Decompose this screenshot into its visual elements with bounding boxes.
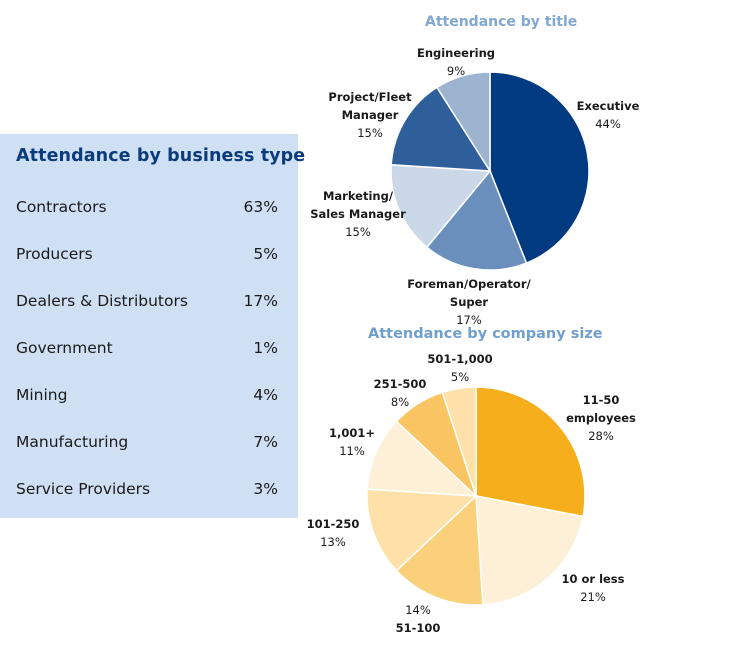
title-pie-label: Engineering 9% [417, 46, 495, 78]
size-pie-slice-name: 10 or less [561, 572, 624, 586]
title-pie-slice-pct: 15% [345, 225, 371, 239]
business-type-row: Mining 4% [16, 386, 278, 410]
title-pie-label: Executive 44% [577, 99, 640, 131]
title-pie-slice [435, 71, 491, 174]
business-type-name: Mining [16, 386, 68, 404]
title-pie-slice-name: Executive [577, 99, 640, 113]
size-pie-slice-pct: 14% [405, 603, 431, 617]
size-pie-label: 101-250 13% [307, 517, 360, 549]
business-type-name: Manufacturing [16, 433, 129, 451]
title-pie-label: Project/Fleet Manager 15% [328, 90, 412, 140]
title-pie-label: Marketing/Sales Manager 15% [310, 189, 406, 239]
size-pie-slice-pct: 28% [588, 429, 614, 443]
title-pie-slice-name: Manager [342, 108, 399, 122]
size-pie-slice-name: 51-100 [396, 621, 441, 635]
title-pie-slice [390, 163, 492, 249]
size-pie-slice [395, 494, 484, 606]
title-pie-slice-pct: 17% [456, 313, 482, 327]
business-type-row: Service Providers 3% [16, 480, 278, 504]
title-pie-slice [489, 71, 590, 265]
size-pie-slice-name: 501-1,000 [427, 352, 492, 366]
title-chart-title: Attendance by title [425, 14, 578, 30]
title-pie-slice-name: Sales Manager [310, 207, 406, 221]
title-pie-slice-name: Marketing/ [323, 189, 394, 203]
title-pie-slice-name: Foreman/Operator/ [407, 277, 531, 291]
size-pie-slice-name: 11-50 [583, 393, 620, 407]
title-pie-slice-pct: 44% [595, 117, 621, 131]
size-pie-slice-pct: 11% [339, 444, 365, 458]
size-pie-label: 1,001+ 11% [329, 426, 375, 458]
business-type-pct: 7% [253, 433, 278, 451]
title-pie-label: Foreman/Operator/Super 17% [407, 277, 531, 327]
business-type-pct: 1% [253, 339, 278, 357]
title-pie-slice-pct: 15% [357, 126, 383, 140]
business-type-pct: 63% [243, 198, 278, 216]
size-pie-label: 10 or less 21% [561, 572, 624, 604]
business-type-pct: 3% [253, 480, 278, 498]
size-pie-slice-pct: 8% [391, 395, 409, 409]
size-pie-label: 11-50 employees 28% [566, 393, 636, 443]
business-type-pct: 5% [253, 245, 278, 263]
business-type-name: Service Providers [16, 480, 151, 498]
business-type-name: Dealers & Distributors [16, 292, 188, 310]
size-pie-slice-name: employees [566, 411, 636, 425]
size-pie-slice [475, 386, 586, 518]
size-pie-slice-pct: 21% [580, 590, 606, 604]
business-type-panel: Attendance by business type Contractors 6… [0, 134, 305, 518]
size-pie-slice [366, 420, 479, 497]
business-type-row: Contractors 63% [16, 198, 278, 222]
size-pie-slice [366, 488, 478, 572]
size-pie-label: 501-1,000 5% [427, 352, 492, 384]
title-pie-slice-name: Super [450, 295, 489, 309]
size-pie-slice [475, 495, 584, 606]
title-pie-slice [390, 86, 492, 172]
title-pie-slice-name: Engineering [417, 46, 495, 60]
title-pie-slice [425, 169, 528, 271]
size-pie-slice-name: 101-250 [307, 517, 360, 531]
business-type-pct: 17% [243, 292, 278, 310]
business-type-pct: 4% [253, 386, 278, 404]
business-type-row: Dealers & Distributors 17% [16, 292, 278, 316]
business-type-name: Government [16, 339, 113, 357]
title-pie-slice-pct: 9% [447, 64, 465, 78]
business-type-name: Contractors [16, 198, 107, 216]
size-pie-label: 14% 51-100 [396, 603, 441, 635]
business-type-row: Manufacturing 7% [16, 433, 278, 457]
size-chart-title: Attendance by company size [368, 326, 603, 342]
size-pie-label: 251-500 8% [374, 377, 427, 409]
title-pie-slice-name: Project/Fleet [328, 90, 412, 104]
size-pie-slice [441, 386, 477, 497]
business-type-name: Producers [16, 245, 93, 263]
size-pie-slice-pct: 5% [451, 370, 469, 384]
business-type-row: Producers 5% [16, 245, 278, 269]
size-pie-slice-name: 1,001+ [329, 426, 375, 440]
business-type-title: Attendance by business type [16, 146, 306, 166]
size-pie-slice-name: 251-500 [374, 377, 427, 391]
size-pie-slice-pct: 13% [320, 535, 346, 549]
business-type-row: Government 1% [16, 339, 278, 363]
